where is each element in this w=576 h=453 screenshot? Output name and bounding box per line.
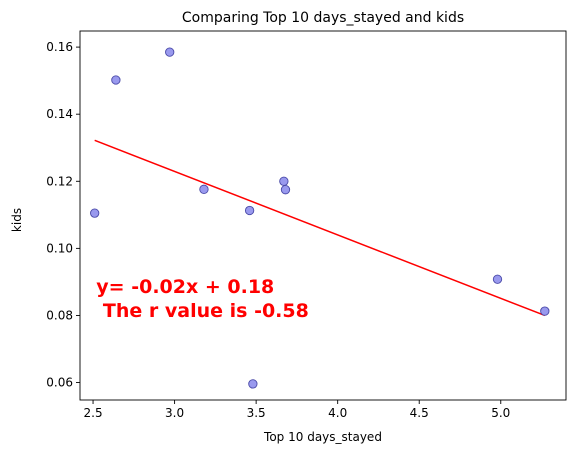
y-tick-label-2: 0.08 bbox=[46, 308, 73, 322]
data-point-8 bbox=[280, 185, 291, 195]
data-point-9 bbox=[492, 274, 503, 284]
x-tick-label-4: 4.0 bbox=[328, 406, 347, 420]
x-tick-label-2: 3.0 bbox=[165, 406, 184, 420]
regression-annotation-line-1: y= -0.02x + 0.18 bbox=[96, 276, 274, 298]
plot-area: y= -0.02x + 0.18 The r value is -0.58 2.5… bbox=[46, 30, 567, 420]
y-tick-label-4: 0.12 bbox=[46, 174, 73, 188]
data-point-10 bbox=[540, 306, 550, 316]
y-tick-label-5: 0.14 bbox=[46, 107, 73, 121]
x-tick-label-5: 4.5 bbox=[410, 406, 429, 420]
data-point-1 bbox=[90, 208, 100, 218]
data-point-5 bbox=[244, 205, 255, 216]
plot-frame bbox=[79, 30, 567, 401]
chart-title: Comparing Top 10 days_stayed and kids bbox=[182, 10, 464, 26]
y-tick-label-6: 0.16 bbox=[46, 40, 73, 54]
regression-line bbox=[94, 139, 546, 317]
data-point-3 bbox=[165, 47, 175, 57]
x-tick-label-1: 2.5 bbox=[84, 406, 103, 420]
y-tick-label-1: 0.06 bbox=[46, 376, 73, 390]
y-axis-label: kids bbox=[10, 208, 24, 232]
y-tick-label-3: 0.10 bbox=[46, 241, 73, 255]
data-point-4 bbox=[199, 184, 209, 194]
x-tick-label-3: 3.5 bbox=[247, 406, 266, 420]
regression-annotation-line-2: The r value is -0.58 bbox=[96, 300, 309, 322]
data-point-6 bbox=[248, 379, 258, 389]
x-tick-label-6: 5.0 bbox=[491, 406, 510, 420]
data-point-2 bbox=[111, 75, 121, 85]
x-axis-label: Top 10 days_stayed bbox=[263, 430, 382, 444]
data-point-7 bbox=[279, 176, 289, 186]
